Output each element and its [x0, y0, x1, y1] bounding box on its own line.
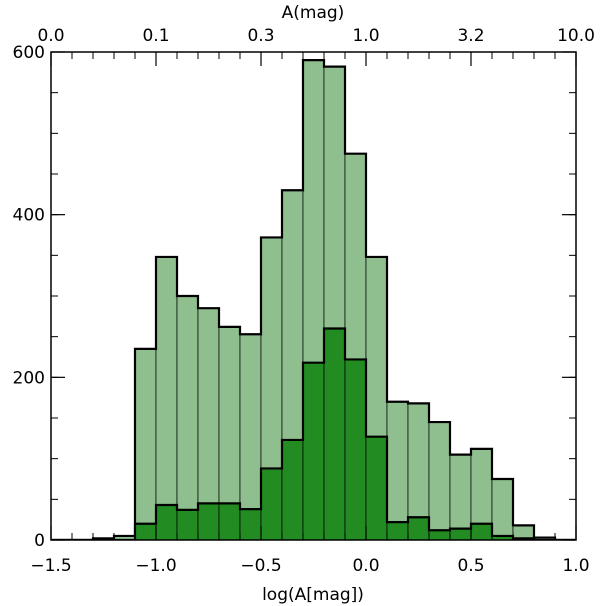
bar-subset-10 — [239, 508, 262, 540]
bar-subset-8 — [197, 503, 220, 540]
y-tick-label-1: 200 — [13, 368, 45, 388]
bar-all-19 — [428, 421, 451, 540]
top-tick-label-5: 10.0 — [557, 26, 595, 46]
bar-all-22 — [491, 478, 514, 540]
tick-labels: −1.5 −1.0 −0.5 0.0 0.5 1.0 0.0 0.1 0.3 1.0 3.2 10.0… — [13, 26, 595, 576]
bar-subset-5 — [134, 523, 157, 540]
top-tick-label-0: 0.0 — [37, 26, 64, 46]
bar-subset-9 — [218, 503, 241, 540]
histogram-outline-0 — [51, 59, 576, 540]
bar-subset-20 — [449, 528, 472, 540]
bar-subset-19 — [428, 529, 451, 540]
bar-subset-14 — [323, 328, 346, 540]
top-tick-label-4: 3.2 — [457, 26, 484, 46]
x-tick-label-0: −1.5 — [30, 556, 71, 576]
bar-subset-15 — [344, 359, 367, 540]
x-tick-label-2: −0.5 — [240, 556, 281, 576]
bar-all-17 — [386, 401, 409, 540]
histogram-outline-1 — [51, 327, 576, 540]
bar-subset-12 — [281, 439, 304, 540]
top-tick-label-1: 0.1 — [142, 26, 169, 46]
y-tick-label-0: 0 — [34, 531, 45, 551]
bar-subset-6 — [155, 504, 178, 540]
bar-subset-18 — [407, 516, 430, 540]
top-tick-label-2: 0.3 — [247, 26, 274, 46]
bar-subset-21 — [470, 523, 493, 540]
top-tick-label-3: 1.0 — [352, 26, 379, 46]
y-tick-label-2: 400 — [13, 206, 45, 226]
axis-ticks — [50, 51, 577, 541]
bar-all-20 — [449, 454, 472, 540]
x-tick-label-4: 0.5 — [457, 556, 484, 576]
bar-subset-16 — [365, 436, 388, 540]
bar-subset-11 — [260, 468, 283, 540]
y-tick-label-3: 600 — [13, 43, 45, 63]
x-axis-label: log(A[mag]) — [262, 585, 364, 605]
bar-all-5 — [134, 348, 157, 540]
x-tick-label-3: 0.0 — [352, 556, 379, 576]
x-tick-label-1: −1.0 — [135, 556, 176, 576]
x-tick-label-5: 1.0 — [562, 556, 589, 576]
bar-subset-17 — [386, 521, 409, 540]
top-axis-label: A(mag) — [282, 3, 345, 23]
bar-all-7 — [176, 295, 199, 540]
bar-subset-7 — [176, 509, 199, 540]
bar-all-6 — [155, 256, 178, 540]
bars-subset — [51, 327, 576, 540]
bar-subset-13 — [302, 362, 325, 540]
